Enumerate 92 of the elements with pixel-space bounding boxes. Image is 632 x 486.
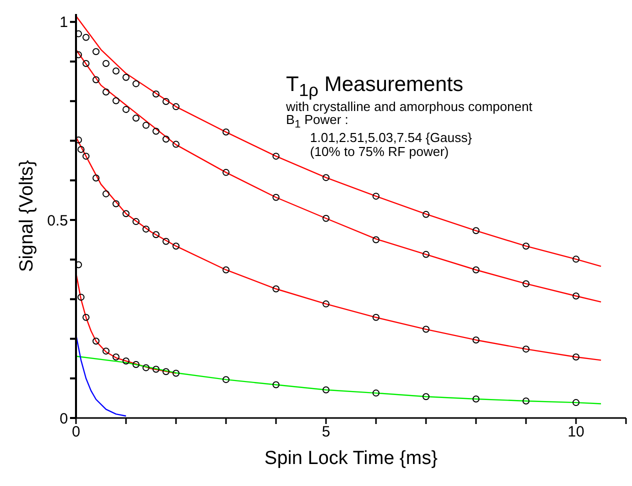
point [82, 60, 90, 68]
point [82, 152, 90, 160]
y-tick-label: 1 [60, 14, 68, 32]
point [522, 242, 530, 250]
x-tick-label: 10 [568, 424, 584, 441]
point [142, 364, 150, 372]
point [372, 236, 380, 244]
point [102, 60, 110, 68]
point [152, 90, 160, 98]
point [572, 399, 580, 406]
point [112, 354, 120, 361]
point [472, 336, 480, 344]
x-tick-label: 0 [72, 424, 80, 441]
line-series [76, 356, 602, 404]
point [272, 194, 280, 201]
point [122, 74, 130, 81]
point [172, 242, 180, 250]
point [152, 231, 160, 238]
point [102, 88, 110, 96]
text: T$_{1ρ}$ Measurements [286, 73, 464, 100]
point [76, 136, 82, 144]
point [422, 326, 430, 333]
point [92, 338, 100, 345]
point [92, 48, 100, 56]
annotation: with crystalline and amorphous component [286, 98, 532, 114]
point [222, 168, 230, 176]
point [122, 210, 130, 218]
point [522, 280, 530, 288]
point [322, 300, 330, 308]
point [472, 395, 480, 402]
point [372, 314, 380, 321]
point [78, 146, 84, 153]
point [322, 174, 330, 182]
point [222, 376, 230, 384]
point [372, 192, 380, 200]
point [272, 152, 280, 160]
point [422, 393, 430, 400]
point [132, 361, 140, 368]
point [172, 140, 180, 148]
point [162, 98, 170, 106]
x-axis-title: Spin Lock Time {ms} [264, 448, 438, 469]
point [172, 103, 180, 110]
point [122, 357, 130, 364]
line-series [76, 15, 602, 267]
point [78, 294, 84, 301]
point [322, 386, 330, 394]
y-tick-label: 0 [60, 410, 68, 428]
point [102, 348, 110, 355]
point [222, 128, 230, 136]
point [522, 397, 530, 404]
point [472, 227, 480, 234]
point [162, 238, 170, 245]
annotation: 1.01,2.51,5.03,7.54 {Gauss} [310, 130, 473, 146]
point [92, 76, 100, 84]
point [152, 128, 160, 135]
point [272, 381, 280, 388]
point [422, 250, 430, 258]
point [112, 68, 120, 75]
point [82, 314, 90, 321]
y-axis-title: Signal {Volts} [16, 160, 38, 272]
point [572, 354, 580, 361]
point [172, 370, 180, 377]
point [112, 97, 120, 104]
point [152, 366, 160, 373]
point [422, 210, 430, 218]
point [522, 346, 530, 353]
point [132, 218, 140, 226]
point [162, 136, 170, 143]
point [372, 390, 380, 397]
point [162, 368, 170, 376]
point [132, 80, 140, 88]
point [122, 106, 130, 113]
point [102, 190, 110, 198]
x-tick-label: 5 [322, 424, 330, 441]
point [92, 174, 100, 182]
annotation: (10% to 75% RF power) [310, 144, 449, 159]
point [272, 285, 280, 292]
point [322, 214, 330, 222]
point [572, 292, 580, 300]
point [472, 266, 480, 274]
point [76, 30, 82, 38]
point [76, 261, 82, 268]
point [112, 200, 120, 208]
point [222, 266, 230, 274]
point [82, 34, 90, 41]
point [76, 51, 82, 58]
point [142, 122, 150, 129]
line-series [76, 49, 602, 303]
y-tick-label: 0.5 [47, 212, 68, 230]
point [142, 226, 150, 233]
point [132, 114, 140, 122]
point [572, 256, 580, 263]
